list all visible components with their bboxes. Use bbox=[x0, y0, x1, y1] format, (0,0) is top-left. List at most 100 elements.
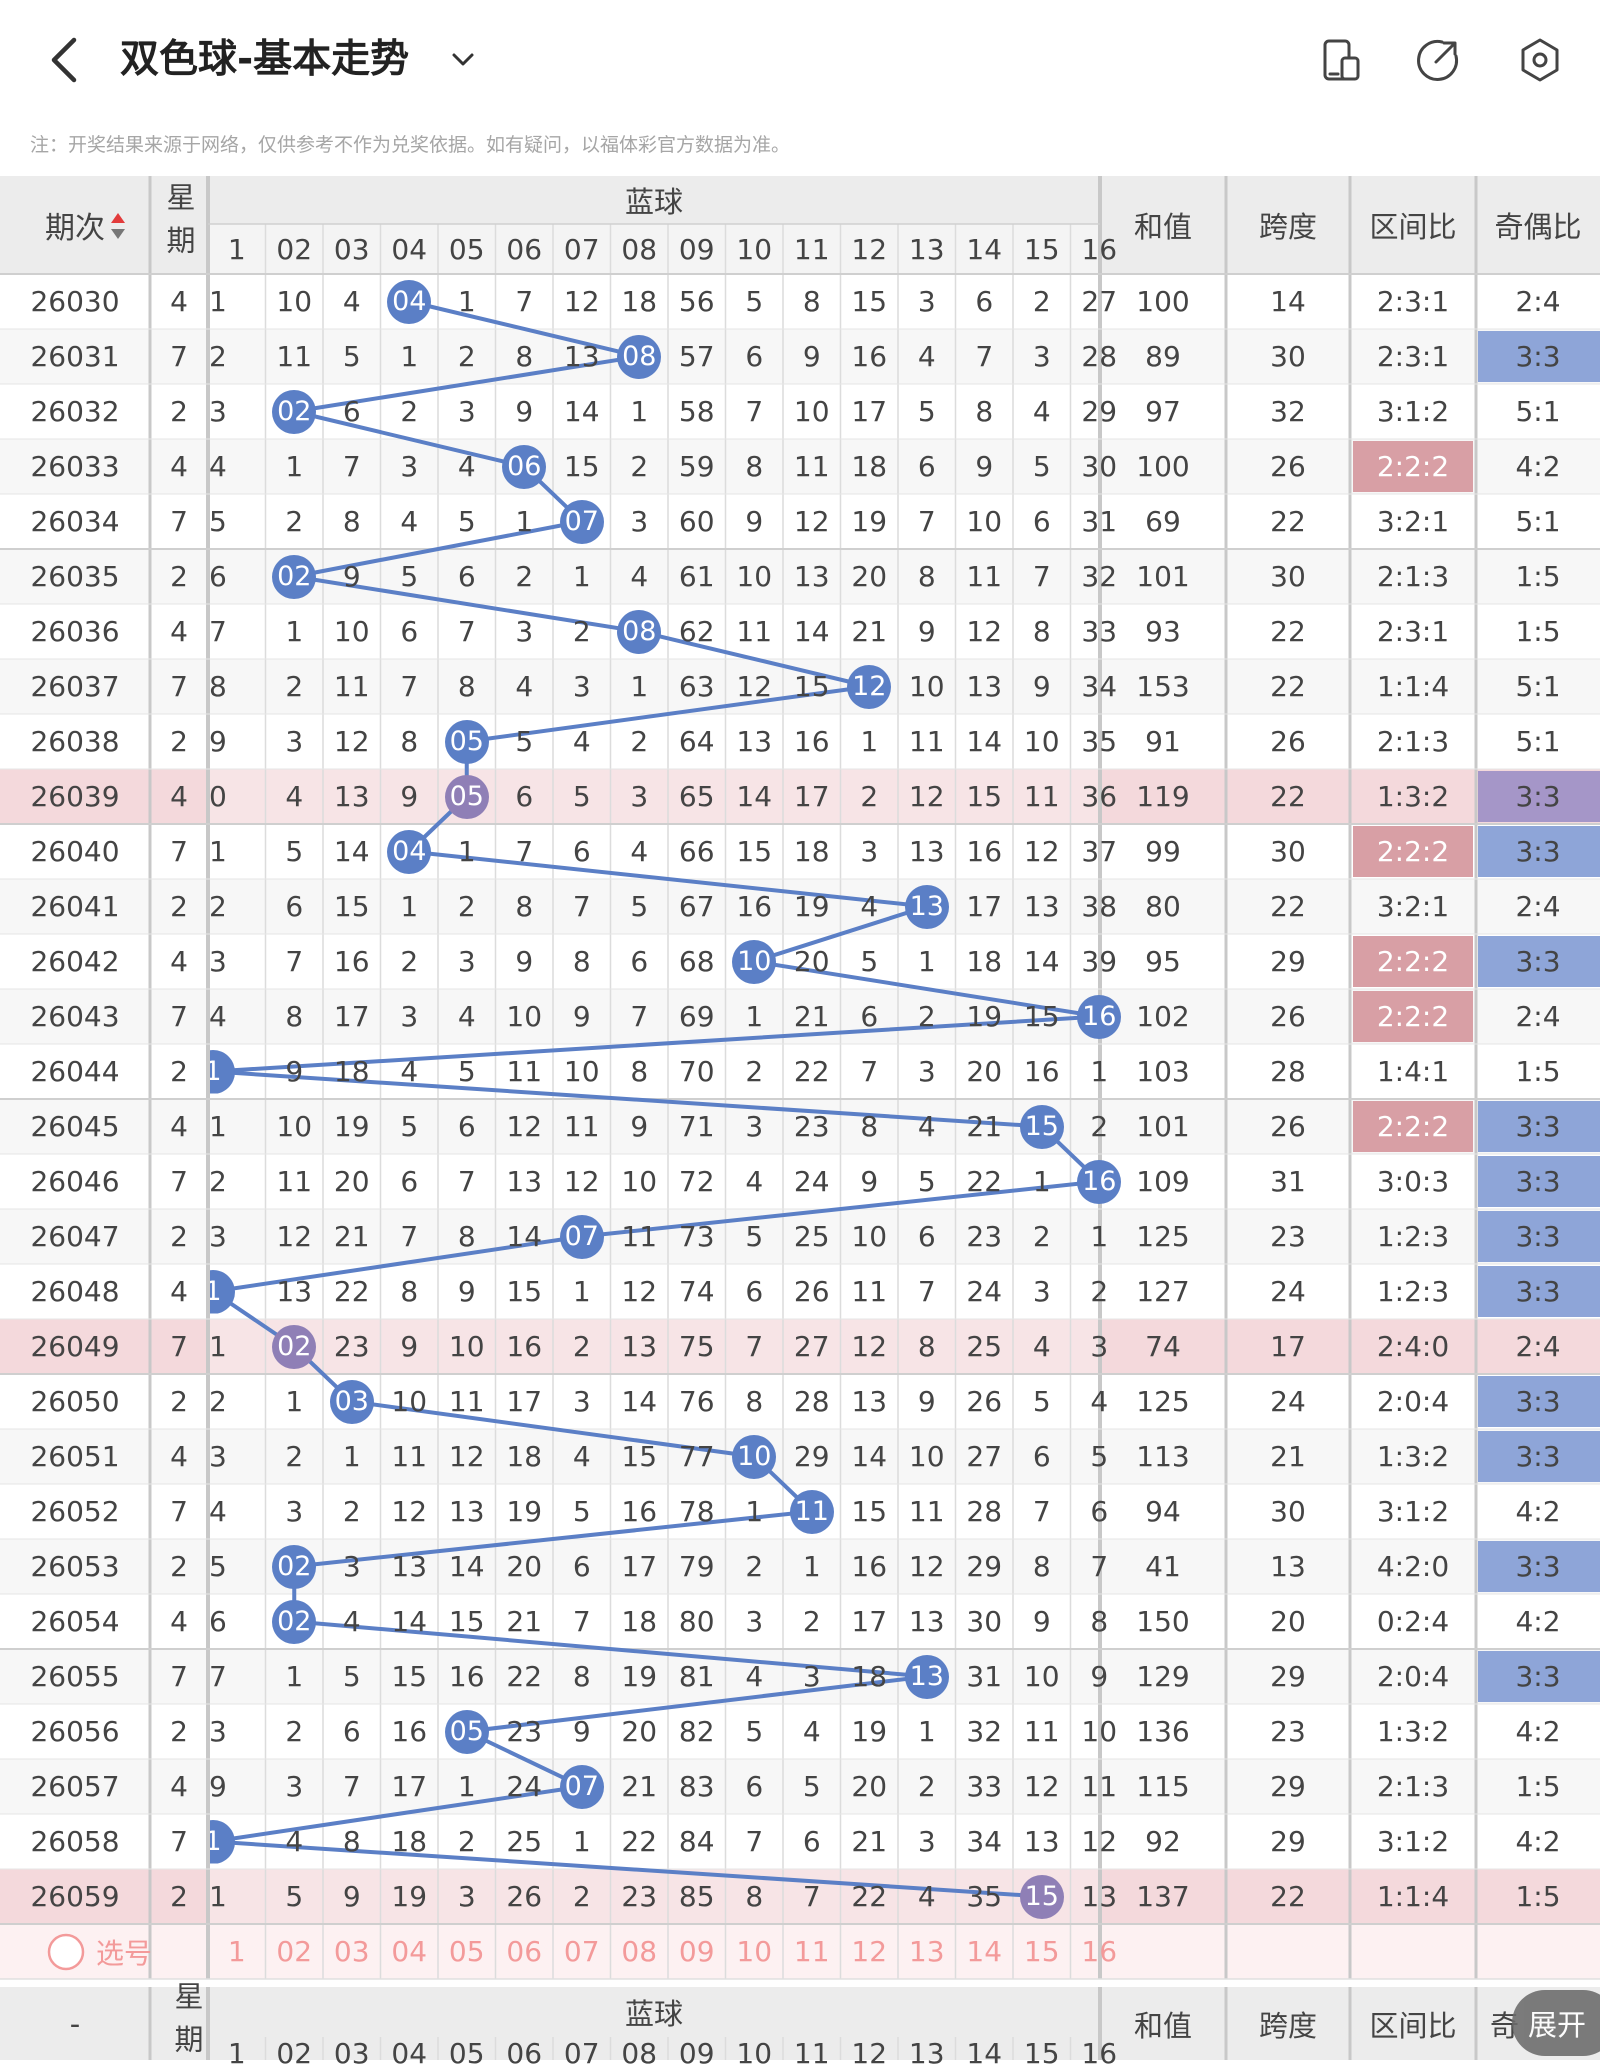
number-cell: 9 bbox=[285, 1055, 304, 1088]
settings-icon[interactable] bbox=[1514, 34, 1566, 86]
parity-highlight bbox=[1478, 826, 1600, 877]
page-title[interactable]: 双色球-基本走势 bbox=[120, 37, 410, 82]
number-cell: 13 bbox=[1023, 890, 1060, 923]
number-cell: 13 bbox=[391, 1550, 428, 1583]
number-cell: 70 bbox=[678, 1055, 715, 1088]
number-cell: 5 bbox=[400, 560, 419, 593]
select-number-option[interactable]: 05 bbox=[448, 1935, 485, 1968]
number-cell: 22 bbox=[851, 1880, 888, 1913]
select-number-option[interactable]: 14 bbox=[966, 1935, 1003, 1968]
number-cell: 1 bbox=[285, 1385, 304, 1418]
sum-cell: 91 bbox=[1145, 725, 1181, 758]
back-icon[interactable] bbox=[40, 32, 90, 88]
number-cell: 3 bbox=[400, 450, 419, 483]
number-cell: 15 bbox=[793, 670, 830, 703]
parity-cell: 3:3 bbox=[1515, 835, 1561, 868]
sum-cell: 97 bbox=[1145, 395, 1181, 428]
select-number-option[interactable]: 10 bbox=[736, 1935, 773, 1968]
sum-cell: 93 bbox=[1145, 615, 1181, 648]
week-cell: 7 bbox=[170, 1495, 188, 1528]
number-cell: 14 bbox=[966, 725, 1003, 758]
number-cell: 9 bbox=[342, 1880, 361, 1913]
zone-cell: 2:0:4 bbox=[1376, 1660, 1450, 1693]
number-cell: 83 bbox=[678, 1770, 715, 1803]
number-cell: 2 bbox=[209, 1165, 227, 1198]
number-cell: 15 bbox=[621, 1440, 658, 1473]
number-cell: 16 bbox=[391, 1715, 428, 1748]
blue-ball-marker: 10 bbox=[732, 1434, 777, 1479]
number-cell: 7 bbox=[1032, 560, 1051, 593]
select-number-option[interactable]: 16 bbox=[1081, 1935, 1118, 1968]
number-cell: 7 bbox=[745, 1330, 764, 1363]
number-cell: 5 bbox=[917, 1165, 936, 1198]
number-cell: 12 bbox=[448, 1440, 485, 1473]
select-number-option[interactable]: 13 bbox=[908, 1935, 945, 1968]
number-cell: 3 bbox=[572, 1385, 591, 1418]
select-number-option[interactable]: 06 bbox=[506, 1935, 543, 1968]
number-cell: 5 bbox=[1090, 1440, 1109, 1473]
parity-highlight bbox=[1478, 1431, 1600, 1482]
number-cell: 2 bbox=[285, 1440, 304, 1473]
parity-highlight bbox=[1478, 1101, 1600, 1152]
number-cell: 2 bbox=[457, 340, 476, 373]
footer-number-header: 10 bbox=[736, 2037, 773, 2070]
number-cell: 19 bbox=[506, 1495, 543, 1528]
number-cell: 16 bbox=[736, 890, 773, 923]
footer-week: 星期 bbox=[170, 1980, 204, 2067]
select-number-option[interactable]: 03 bbox=[333, 1935, 370, 1968]
number-cell: 7 bbox=[400, 1220, 419, 1253]
number-column-header: 11 bbox=[793, 232, 830, 266]
number-cell: 1 bbox=[745, 1495, 764, 1528]
zone-cell: 2:1:3 bbox=[1376, 560, 1450, 593]
select-number-option[interactable]: 12 bbox=[851, 1935, 888, 1968]
number-column-header: 13 bbox=[908, 232, 945, 266]
select-number-option[interactable]: 1 bbox=[227, 1935, 246, 1968]
zone-cell: 3:1:2 bbox=[1376, 1825, 1450, 1858]
select-number-option[interactable]: 04 bbox=[391, 1935, 428, 1968]
footer-number-header: 05 bbox=[448, 2037, 485, 2070]
period-cell: 26059 bbox=[30, 1880, 120, 1913]
select-number-option[interactable]: 07 bbox=[563, 1935, 600, 1968]
number-cell: 9 bbox=[1032, 1605, 1051, 1638]
number-cell: 3 bbox=[917, 1825, 936, 1858]
period-cell: 26043 bbox=[30, 1000, 120, 1033]
select-number-option[interactable]: 08 bbox=[621, 1935, 658, 1968]
chevron-down-icon[interactable] bbox=[448, 44, 478, 74]
number-cell: 6 bbox=[1032, 505, 1051, 538]
select-number-label[interactable]: 选号 bbox=[96, 1936, 153, 1970]
span-cell: 29 bbox=[1270, 1660, 1306, 1693]
number-cell: 26 bbox=[793, 1275, 830, 1308]
radio-icon[interactable] bbox=[46, 1932, 86, 1972]
number-cell: 12 bbox=[1023, 1770, 1060, 1803]
header-blue-ball: 蓝球 bbox=[624, 185, 683, 219]
number-cell: 5 bbox=[745, 1715, 764, 1748]
expand-button[interactable]: 展开 bbox=[1512, 1990, 1600, 2056]
share-icon[interactable] bbox=[1412, 34, 1464, 86]
number-cell: 81 bbox=[678, 1660, 715, 1693]
number-cell: 23 bbox=[621, 1880, 658, 1913]
number-cell: 4 bbox=[1032, 395, 1051, 428]
blue-ball-marker: 02 bbox=[272, 1599, 317, 1644]
number-cell: 10 bbox=[621, 1165, 658, 1198]
sort-icon[interactable] bbox=[110, 212, 126, 240]
header-parity: 奇偶比 bbox=[1494, 210, 1582, 244]
number-cell: 8 bbox=[457, 670, 476, 703]
select-number-option[interactable]: 15 bbox=[1023, 1935, 1060, 1968]
number-cell: 7 bbox=[802, 1880, 821, 1913]
blue-ball-marker: 02 bbox=[272, 389, 317, 434]
number-cell: 2 bbox=[745, 1550, 764, 1583]
number-cell: 2 bbox=[457, 1825, 476, 1858]
period-cell: 26039 bbox=[30, 780, 120, 813]
number-cell: 6 bbox=[572, 1550, 591, 1583]
select-number-option[interactable]: 09 bbox=[678, 1935, 715, 1968]
blue-ball-marker: 10 bbox=[732, 939, 777, 984]
blue-ball-marker: 05 bbox=[444, 719, 489, 764]
phone-screen-icon[interactable] bbox=[1316, 34, 1368, 86]
number-cell: 21 bbox=[333, 1220, 370, 1253]
header-period[interactable]: 期次 bbox=[45, 211, 105, 246]
number-cell: 3 bbox=[515, 615, 534, 648]
select-number-option[interactable]: 02 bbox=[276, 1935, 313, 1968]
select-number-option[interactable]: 11 bbox=[793, 1935, 830, 1968]
parity-highlight bbox=[1478, 1156, 1600, 1207]
number-cell: 12 bbox=[621, 1275, 658, 1308]
